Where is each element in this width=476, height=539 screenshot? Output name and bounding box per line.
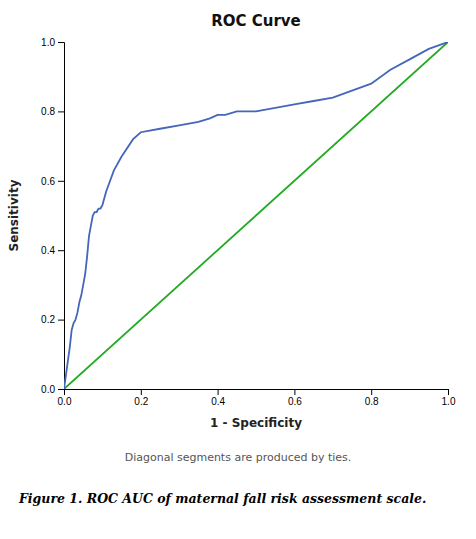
y-axis-label: Sensitivity xyxy=(7,179,21,251)
axis-line xyxy=(65,390,449,396)
tick-mark xyxy=(294,389,295,395)
chart: 0.0 0.2 0.4 0.6 0.8 1.0 0.0 0.2 0.4 0.6 0.8 1.0 ROC … xyxy=(0,0,476,539)
tick-mark xyxy=(448,389,449,395)
tick-label: 0.0 xyxy=(41,384,55,395)
tick: 1.0 xyxy=(442,389,456,407)
tick-mark xyxy=(371,389,372,395)
tick: 0.2 xyxy=(41,314,64,325)
tick: 0.2 xyxy=(134,389,148,407)
tick: 0.0 xyxy=(58,389,72,407)
tick: 0.8 xyxy=(41,106,64,117)
tick: 1.0 xyxy=(41,37,64,48)
tick-label: 0.4 xyxy=(41,245,55,256)
tick-mark xyxy=(58,320,64,321)
tick-mark xyxy=(141,389,142,395)
tick-label: 0.2 xyxy=(134,396,148,407)
tick-mark xyxy=(58,181,64,182)
axis-line xyxy=(58,43,65,390)
tick: 0.0 xyxy=(41,384,64,395)
tick: 0.6 xyxy=(288,389,302,407)
tick-label: 0.0 xyxy=(58,396,72,407)
tick-label: 0.8 xyxy=(41,106,55,117)
x-axis-label: 1 - Specificity xyxy=(210,416,302,430)
caption: Figure 1. ROC AUC of maternal fall risk … xyxy=(18,491,426,506)
footnote: Diagonal segments are produced by ties. xyxy=(125,451,352,464)
tick: 0.4 xyxy=(41,245,64,256)
x-axis: 0.0 0.2 0.4 0.6 0.8 1.0 xyxy=(58,389,456,407)
tick-mark xyxy=(58,111,64,112)
tick-label: 0.6 xyxy=(41,176,55,187)
tick-mark xyxy=(58,42,64,43)
tick-label: 0.4 xyxy=(211,396,225,407)
tick-label: 1.0 xyxy=(41,37,55,48)
tick-label: 1.0 xyxy=(442,396,456,407)
tick: 0.6 xyxy=(41,176,64,187)
tick-mark xyxy=(218,389,219,395)
tick-mark xyxy=(58,250,64,251)
y-axis: 0.0 0.2 0.4 0.6 0.8 1.0 xyxy=(41,37,64,395)
line xyxy=(64,42,448,389)
marks xyxy=(64,42,448,389)
tick-label: 0.6 xyxy=(288,396,302,407)
tick: 0.8 xyxy=(365,389,379,407)
tick: 0.4 xyxy=(211,389,225,407)
tick-label: 0.2 xyxy=(41,314,55,325)
tick-mark xyxy=(58,389,64,390)
plot: 0.0 0.2 0.4 0.6 0.8 1.0 0.0 0.2 0.4 0.6 0.8 1.0 xyxy=(41,37,456,407)
title: ROC Curve xyxy=(211,12,301,30)
tick-label: 0.8 xyxy=(365,396,379,407)
line xyxy=(64,42,448,389)
